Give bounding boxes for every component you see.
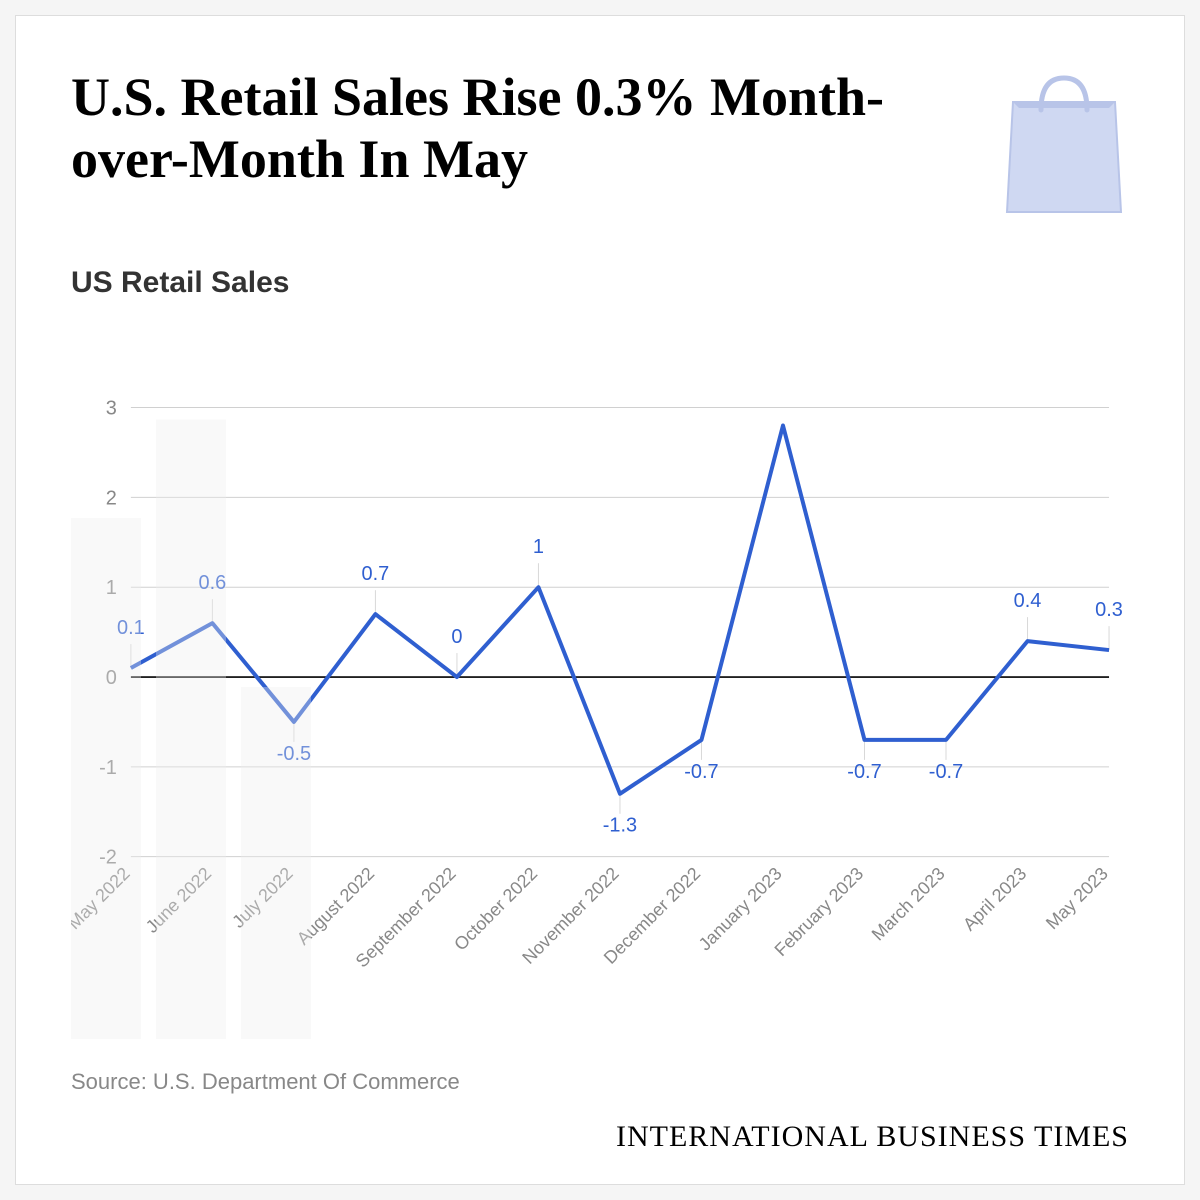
shopping-bag-icon bbox=[999, 66, 1129, 216]
svg-text:-0.5: -0.5 bbox=[277, 743, 311, 765]
brand-text: INTERNATIONAL BUSINESS TIMES bbox=[71, 1120, 1129, 1154]
svg-text:May 2023: May 2023 bbox=[1042, 863, 1112, 933]
svg-text:August 2022: August 2022 bbox=[293, 863, 378, 948]
svg-text:-0.7: -0.7 bbox=[847, 761, 881, 783]
svg-text:0: 0 bbox=[106, 667, 117, 689]
line-chart: -2 -1 0 1 2 3 0.1 0.6 -0.5 0.7 0 1 -1.3 -0.7 -0.7 -0.7 0… bbox=[71, 335, 1129, 1039]
source-text: Source: U.S. Department Of Commerce bbox=[71, 1069, 1129, 1095]
svg-text:3: 3 bbox=[106, 398, 117, 420]
svg-text:March 2023: March 2023 bbox=[868, 863, 949, 944]
svg-text:April 2023: April 2023 bbox=[959, 863, 1030, 934]
svg-text:-0.7: -0.7 bbox=[684, 761, 718, 783]
svg-text:June 2022: June 2022 bbox=[142, 863, 215, 936]
header-row: U.S. Retail Sales Rise 0.3% Month-over-M… bbox=[71, 66, 1129, 216]
svg-text:January 2023: January 2023 bbox=[695, 863, 786, 954]
svg-text:2: 2 bbox=[106, 487, 117, 509]
svg-text:0.4: 0.4 bbox=[1014, 590, 1042, 612]
svg-text:0.7: 0.7 bbox=[362, 563, 390, 585]
main-title: U.S. Retail Sales Rise 0.3% Month-over-M… bbox=[71, 66, 979, 190]
svg-text:1: 1 bbox=[533, 536, 544, 558]
chart-subtitle: US Retail Sales bbox=[71, 266, 1129, 300]
svg-text:October 2022: October 2022 bbox=[450, 863, 541, 954]
svg-text:July 2022: July 2022 bbox=[228, 863, 296, 931]
svg-text:-2: -2 bbox=[99, 847, 117, 869]
svg-text:0.6: 0.6 bbox=[199, 572, 227, 594]
svg-text:0.3: 0.3 bbox=[1095, 599, 1123, 621]
chart-area: -2 -1 0 1 2 3 0.1 0.6 -0.5 0.7 0 1 -1.3 -0.7 -0.7 -0.7 0… bbox=[71, 335, 1129, 1039]
infographic-card: U.S. Retail Sales Rise 0.3% Month-over-M… bbox=[15, 15, 1185, 1185]
svg-text:-1.3: -1.3 bbox=[603, 815, 637, 837]
svg-text:0.1: 0.1 bbox=[117, 617, 145, 639]
svg-text:-0.7: -0.7 bbox=[929, 761, 963, 783]
svg-text:May 2022: May 2022 bbox=[71, 863, 134, 933]
svg-text:-1: -1 bbox=[99, 757, 117, 779]
svg-text:0: 0 bbox=[451, 626, 462, 648]
svg-text:1: 1 bbox=[106, 577, 117, 599]
